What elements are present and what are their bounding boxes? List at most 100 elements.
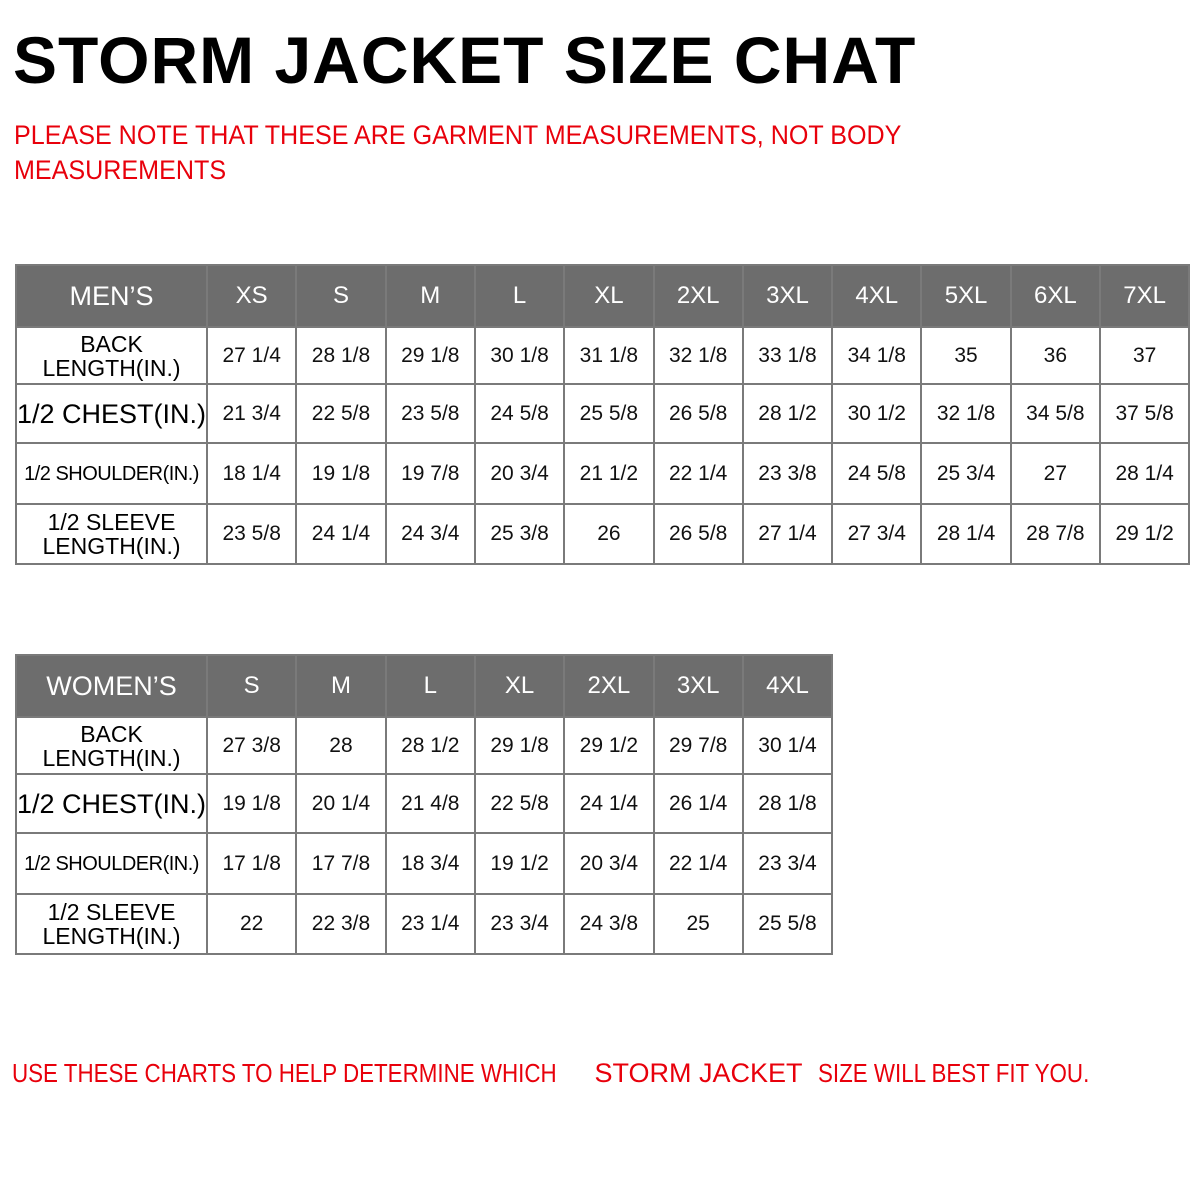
measurement-label: 1/2 SLEEVE LENGTH(IN.)	[14, 893, 209, 955]
measurement-value: 23 3/8	[741, 442, 834, 505]
size-header: M	[295, 654, 387, 718]
measurement-value: 30 1/8	[473, 326, 566, 385]
measurement-value: 23 5/8	[384, 383, 476, 444]
size-header: XS	[206, 264, 298, 328]
size-header: L	[384, 654, 476, 718]
measurement-value: 25	[652, 893, 744, 955]
size-header: L	[473, 264, 566, 328]
measurement-value: 23 3/4	[741, 832, 834, 895]
table-header-label: WOMEN’S	[14, 654, 209, 718]
measurement-value: 26 1/4	[652, 773, 744, 834]
table-row: 1/2 CHEST(IN.) 19 1/8 20 1/4 21 4/8 22 5/8 24…	[14, 773, 834, 834]
measurement-value: 24 5/8	[831, 442, 923, 505]
size-header: 4XL	[831, 264, 923, 328]
measurement-value: 27 3/4	[831, 503, 923, 565]
measurement-value: 22	[206, 893, 298, 955]
measurement-label: 1/2 SHOULDER(IN.)	[14, 832, 209, 895]
measurement-value: 27	[1009, 442, 1102, 505]
size-header: S	[206, 654, 298, 718]
measurement-value: 34 1/8	[831, 326, 923, 385]
measurement-value: 32 1/8	[652, 326, 744, 385]
table-row: BACK LENGTH(IN.) 27 1/4 28 1/8 29 1/8 30 1/8…	[14, 326, 1191, 385]
measurement-value: 35	[920, 326, 1012, 385]
table-row: 1/2 SLEEVE LENGTH(IN.) 22 22 3/8 23 1/4 23 3…	[14, 893, 834, 955]
measurement-value: 23 3/4	[473, 893, 566, 955]
measurement-value: 24 3/8	[563, 893, 655, 955]
measurement-value: 28 1/8	[295, 326, 387, 385]
measurement-value: 25 5/8	[563, 383, 655, 444]
measurement-value: 21 1/2	[563, 442, 655, 505]
measurement-value: 19 1/8	[206, 773, 298, 834]
measurement-value: 29 7/8	[652, 716, 744, 775]
measurement-value: 20 1/4	[295, 773, 387, 834]
measurement-value: 29 1/2	[563, 716, 655, 775]
measurement-value: 29 1/8	[384, 326, 476, 385]
mens-size-table: MEN’S XS S M L XL 2XL 3XL 4XL 5XL 6XL 7XL BACK LENGT…	[14, 264, 1191, 565]
table-row: 1/2 SHOULDER(IN.) 17 1/8 17 7/8 18 3/4 19 1/…	[14, 832, 834, 895]
measurement-value: 36	[1009, 326, 1102, 385]
table-row: 1/2 SHOULDER(IN.) 18 1/4 19 1/8 19 7/8 20 3/…	[14, 442, 1191, 505]
measurement-value: 21 3/4	[206, 383, 298, 444]
measurement-value: 25 5/8	[741, 893, 834, 955]
measurement-label: 1/2 SLEEVE LENGTH(IN.)	[14, 503, 209, 565]
womens-size-table: WOMEN’S S M L XL 2XL 3XL 4XL BACK LENGTH(IN.) 27 …	[14, 654, 834, 955]
measurement-value: 20 3/4	[473, 442, 566, 505]
measurement-label: 1/2 CHEST(IN.)	[14, 773, 209, 834]
measurement-value: 24 1/4	[295, 503, 387, 565]
header-row: WOMEN’S S M L XL 2XL 3XL 4XL	[14, 654, 834, 718]
measurement-value: 19 7/8	[384, 442, 476, 505]
garment-note: PLEASE NOTE THAT THESE ARE GARMENT MEASU…	[14, 120, 901, 185]
size-header: XL	[563, 264, 655, 328]
measurement-label: BACK LENGTH(IN.)	[14, 326, 209, 385]
measurement-label: BACK LENGTH(IN.)	[14, 716, 209, 775]
size-header: XL	[473, 654, 566, 718]
measurement-value: 27 1/4	[206, 326, 298, 385]
measurement-value: 25 3/4	[920, 442, 1012, 505]
size-header: 4XL	[741, 654, 834, 718]
measurement-value: 37 5/8	[1098, 383, 1191, 444]
table-row: 1/2 SLEEVE LENGTH(IN.) 23 5/8 24 1/4 24 3/4…	[14, 503, 1191, 565]
measurement-value: 20 3/4	[563, 832, 655, 895]
measurement-value: 22 3/8	[295, 893, 387, 955]
measurement-value: 25 3/8	[473, 503, 566, 565]
measurement-value: 22 1/4	[652, 832, 744, 895]
measurement-value: 27 1/4	[741, 503, 834, 565]
table-row: 1/2 CHEST(IN.) 21 3/4 22 5/8 23 5/8 24 5/8 25…	[14, 383, 1191, 444]
measurement-value: 28 1/4	[920, 503, 1012, 565]
measurement-value: 23 5/8	[206, 503, 298, 565]
size-header: 3XL	[741, 264, 834, 328]
measurement-value: 24 5/8	[473, 383, 566, 444]
measurement-value: 28 1/8	[741, 773, 834, 834]
size-header: S	[295, 264, 387, 328]
measurement-value: 18 1/4	[206, 442, 298, 505]
size-header: 3XL	[652, 654, 744, 718]
measurement-value: 30 1/4	[741, 716, 834, 775]
measurement-value: 22 1/4	[652, 442, 744, 505]
footer-brand: STORM JACKET	[594, 1058, 803, 1088]
measurement-value: 17 7/8	[295, 832, 387, 895]
measurement-value: 28 1/2	[741, 383, 834, 444]
measurement-value: 24 3/4	[384, 503, 476, 565]
measurement-value: 24 1/4	[563, 773, 655, 834]
measurement-value: 26 5/8	[652, 383, 744, 444]
measurement-value: 37	[1098, 326, 1191, 385]
footer-text-start: USE THESE CHARTS TO HELP DETERMINE WHICH	[12, 1058, 557, 1088]
measurement-label: 1/2 CHEST(IN.)	[14, 383, 209, 444]
size-header: 5XL	[920, 264, 1012, 328]
size-header: 2XL	[563, 654, 655, 718]
measurement-value: 28 7/8	[1009, 503, 1102, 565]
measurement-value: 19 1/8	[295, 442, 387, 505]
header-row: MEN’S XS S M L XL 2XL 3XL 4XL 5XL 6XL 7XL	[14, 264, 1191, 328]
footer-note: USE THESE CHARTS TO HELP DETERMINE WHICH…	[12, 1058, 1133, 1089]
measurement-value: 33 1/8	[741, 326, 834, 385]
table-row: BACK LENGTH(IN.) 27 3/8 28 28 1/2 29 1/8 29 1…	[14, 716, 834, 775]
footer-text-end: SIZE WILL BEST FIT YOU.	[817, 1058, 1090, 1088]
measurement-value: 19 1/2	[473, 832, 566, 895]
measurement-value: 28 1/2	[384, 716, 476, 775]
size-header: M	[384, 264, 476, 328]
page-title: STORM JACKET SIZE CHAT	[13, 23, 917, 97]
measurement-value: 32 1/8	[920, 383, 1012, 444]
measurement-value: 17 1/8	[206, 832, 298, 895]
measurement-value: 26	[563, 503, 655, 565]
measurement-value: 34 5/8	[1009, 383, 1102, 444]
